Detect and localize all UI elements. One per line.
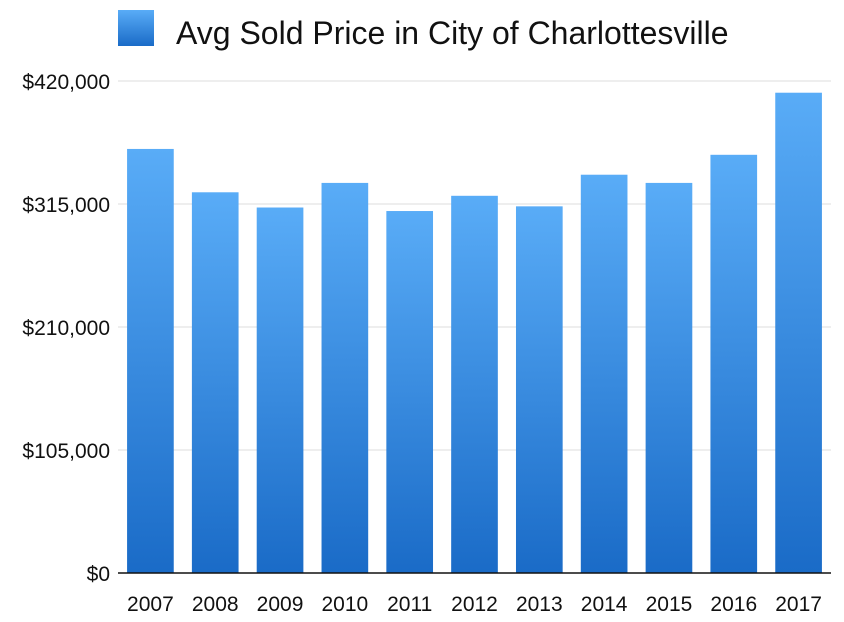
x-tick-label: 2010 bbox=[322, 593, 369, 616]
legend-label: Avg Sold Price in City of Charlottesvill… bbox=[176, 15, 729, 51]
x-tick-label: 2016 bbox=[710, 593, 757, 616]
bar-2009 bbox=[256, 207, 304, 573]
y-tick-label: $315,000 bbox=[22, 194, 110, 217]
x-tick-label: 2015 bbox=[646, 593, 693, 616]
y-tick-label: $210,000 bbox=[22, 317, 110, 340]
x-tick-label: 2009 bbox=[257, 593, 304, 616]
bar-2016 bbox=[710, 154, 758, 574]
bar-2007 bbox=[127, 148, 174, 573]
x-tick-label: 2008 bbox=[192, 593, 239, 616]
x-tick-label: 2012 bbox=[451, 593, 498, 616]
y-tick-label: $0 bbox=[87, 563, 110, 586]
bar-2017 bbox=[775, 92, 822, 573]
x-tick-label: 2011 bbox=[387, 593, 432, 616]
legend: Avg Sold Price in City of Charlottesvill… bbox=[118, 10, 729, 51]
y-tick-label: $420,000 bbox=[22, 71, 110, 94]
x-tick-label: 2013 bbox=[516, 593, 563, 616]
bars bbox=[127, 92, 822, 574]
bar-2008 bbox=[191, 192, 239, 574]
x-tick-label: 2017 bbox=[775, 593, 822, 616]
x-tick-label: 2014 bbox=[581, 593, 628, 616]
bar-2013 bbox=[515, 206, 563, 574]
bar-2011 bbox=[386, 211, 434, 573]
x-axis-ticks: 2007 2008 2009 2010 2011 2012 2013 2014 2015 2016… bbox=[127, 593, 822, 616]
x-tick-label: 2007 bbox=[127, 593, 174, 616]
bar-2015 bbox=[645, 182, 693, 573]
bar-2010 bbox=[321, 182, 369, 573]
bar-2014 bbox=[580, 174, 628, 573]
y-axis-ticks: $0 $105,000 $210,000 $315,000 $420,000 bbox=[22, 71, 110, 586]
legend-swatch bbox=[118, 10, 154, 46]
bar-2012 bbox=[451, 195, 498, 574]
y-tick-label: $105,000 bbox=[22, 440, 110, 463]
